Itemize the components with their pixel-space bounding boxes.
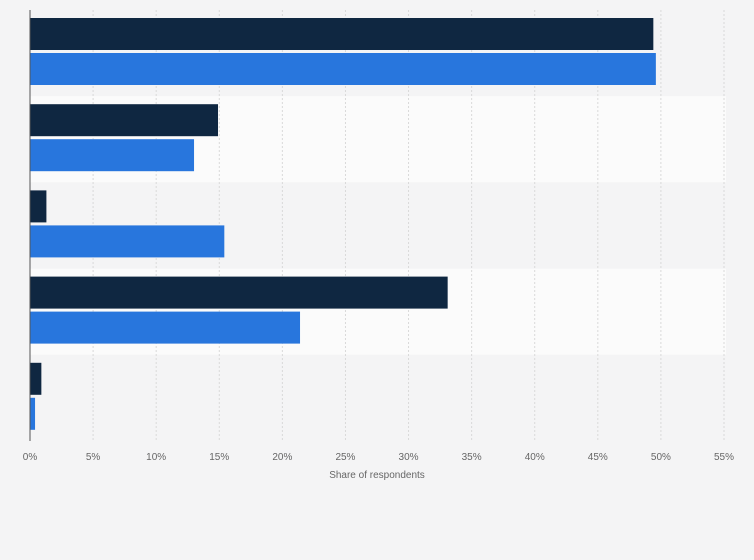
- bar: [30, 225, 225, 258]
- bar: [30, 53, 656, 85]
- bar: [30, 362, 42, 395]
- x-tick-label: 25%: [335, 452, 355, 463]
- x-tick-label: 15%: [209, 452, 229, 463]
- bar: [30, 311, 301, 344]
- bar: [30, 139, 195, 172]
- bar: [30, 18, 654, 50]
- x-tick-label: 5%: [86, 452, 101, 463]
- bar: [30, 104, 219, 137]
- x-tick-label: 35%: [462, 452, 482, 463]
- x-tick-label: 30%: [399, 452, 419, 463]
- x-tick-label: 45%: [588, 452, 608, 463]
- x-axis-title: Share of respondents: [329, 470, 425, 481]
- x-tick-label: 55%: [714, 452, 734, 463]
- bar: [30, 276, 448, 309]
- category-band: [30, 354, 726, 441]
- x-tick-label: 0%: [23, 452, 38, 463]
- bar: [30, 397, 36, 430]
- x-tick-labels: 0% 5% 10% 15% 20% 25% 30% 35% 40% 45% 50% 55%: [23, 452, 734, 463]
- bars: [30, 18, 656, 430]
- x-tick-label: 20%: [272, 452, 292, 463]
- bar: [30, 190, 47, 223]
- x-tick-label: 40%: [525, 452, 545, 463]
- x-tick-label: 10%: [146, 452, 166, 463]
- x-tick-label: 50%: [651, 452, 671, 463]
